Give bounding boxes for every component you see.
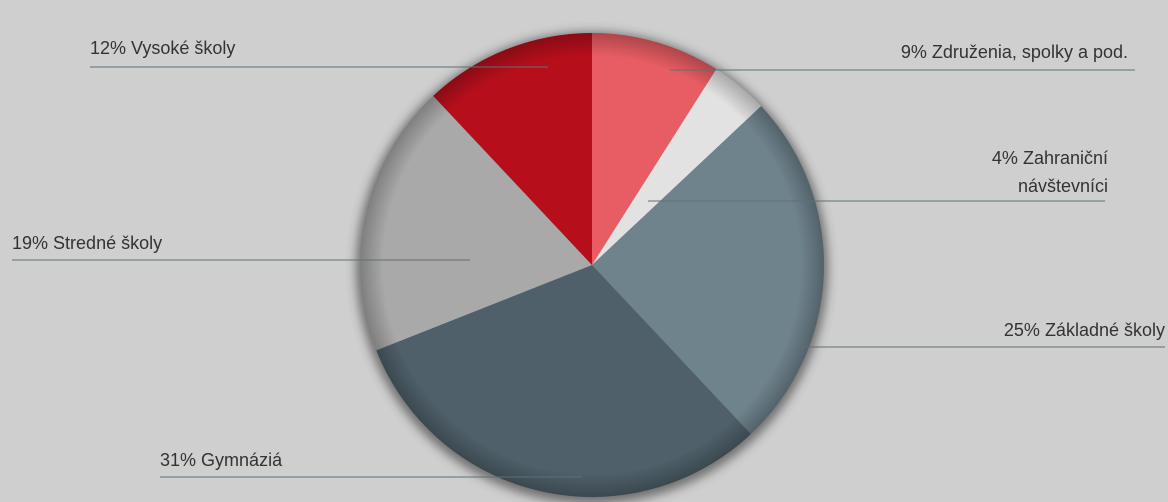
value-label: 19% [12, 233, 49, 253]
category-label: Zahraniční návštevníci [1017, 148, 1108, 196]
slice-label: 12% Vysoké školy [90, 34, 235, 62]
slice-label: 31% Gymnáziá [160, 446, 282, 474]
slice-label: 9% Združenia, spolky a pod. [901, 38, 1128, 66]
category-label: Združenia, spolky a pod. [931, 42, 1128, 62]
pie-rim [360, 33, 824, 497]
category-label: Základné školy [1044, 320, 1165, 340]
value-label: 9% [900, 42, 927, 62]
slice-label: 4% Zahraniční návštevníci [938, 144, 1108, 200]
slice-label: 19% Stredné školy [12, 229, 162, 257]
category-label: Stredné školy [53, 233, 163, 253]
category-label: Gymnáziá [201, 450, 283, 470]
value-label: 25% [1003, 320, 1040, 340]
value-label: 4% [991, 148, 1018, 168]
slice-label: 25% Základné školy [1004, 316, 1165, 344]
category-label: Vysoké školy [131, 38, 236, 58]
value-label: 31% [160, 450, 197, 470]
value-label: 12% [90, 38, 127, 58]
